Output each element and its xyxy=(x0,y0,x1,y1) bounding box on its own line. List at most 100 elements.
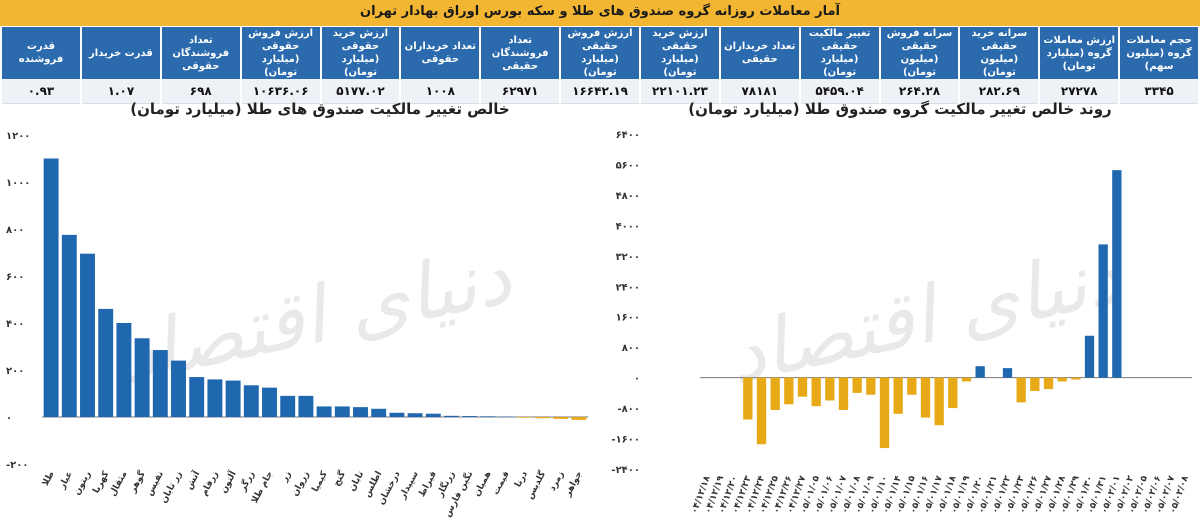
page-title: آمار معاملات روزانه گروه صندوق های طلا و… xyxy=(359,4,841,19)
y-tick-label: ۰ xyxy=(6,413,12,424)
y-tick-label: ۳۲۰۰ xyxy=(616,252,640,263)
bar xyxy=(893,377,903,414)
stats-value-row: ۳۳۴۵ ۲۷۲۷۸ ۲۸۲.۶۹ ۲۶۴.۲۸ ۵۴۵۹.۰۴ ۷۸۱۸۱ ۲۲۱۰۱.۲… xyxy=(2,79,1198,104)
bar xyxy=(189,377,205,417)
y-tick-label: -۸۰۰ xyxy=(618,404,640,415)
y-tick-label: ۵۶۰۰ xyxy=(616,160,640,171)
category-label: جواهر xyxy=(563,470,585,499)
bar xyxy=(225,380,241,417)
stats-table: حجم معاملات گروه (میلیون سهم) ارزش معاملا… xyxy=(0,27,1200,104)
category-label: زرگر xyxy=(236,469,257,494)
bar xyxy=(444,415,459,417)
bar xyxy=(171,360,186,417)
bar xyxy=(770,377,780,410)
bar xyxy=(152,350,168,417)
category-label: همیان xyxy=(472,470,494,499)
category-label: تابان xyxy=(347,470,366,493)
stats-value-cell: ۱۶۶۴۲.۱۹ xyxy=(561,79,639,104)
bar xyxy=(1112,170,1122,378)
bar xyxy=(920,377,931,418)
stats-value-cell: ۶۹۸ xyxy=(161,79,240,104)
stats-header-cell: سرانه خرید حقیقی (میلیون تومان) xyxy=(960,27,1039,79)
bar xyxy=(316,406,332,417)
bar xyxy=(975,366,985,378)
bar xyxy=(61,234,77,417)
bar xyxy=(353,407,368,417)
stats-value-cell: ۱۰۰۸ xyxy=(401,79,480,104)
bar xyxy=(334,406,350,417)
stats-header-cell: تعداد فروشندگان حقیقی xyxy=(481,27,560,79)
bar xyxy=(571,417,587,420)
bar xyxy=(1057,377,1067,382)
y-tick-label: ۲۰۰ xyxy=(6,366,24,377)
watermark: دنیای اقتصاد xyxy=(720,231,1128,402)
stats-header-cell: قدرت خریدار xyxy=(81,27,160,79)
category-label: عیار xyxy=(57,470,75,492)
bar xyxy=(535,417,550,419)
y-tick-label: ۲۴۰۰ xyxy=(616,282,640,293)
y-tick-label: -۱۶۰۰ xyxy=(611,435,640,446)
bar xyxy=(553,417,569,419)
bar xyxy=(1071,377,1081,380)
bar xyxy=(407,413,423,417)
right-bar-chart: دنیای اقتصاد -۲۴۰۰ -۱۶۰۰ -۸۰۰ ۰ ۸۰۰ ۱۶۰۰ ۲۴۰۰ ۳۲… xyxy=(611,130,1192,515)
stats-value-cell: ۲۷۲۷۸ xyxy=(1040,79,1119,104)
category-label: زروان xyxy=(290,470,311,498)
stats-header-cell: ارزش خرید حقوقی (میلیارد تومان) xyxy=(321,27,400,79)
category-label: زمرد xyxy=(548,470,567,493)
y-tick-label: -۲۴۰۰ xyxy=(611,465,640,476)
stats-header-cell: قدرت فروشنده xyxy=(2,27,80,79)
stats-value-cell: ۲۲۱۰۱.۲۳ xyxy=(640,79,719,104)
category-label: قیمت xyxy=(491,470,512,497)
stats-header-row: حجم معاملات گروه (میلیون سهم) ارزش معاملا… xyxy=(2,27,1198,79)
stats-header-cell: ارزش فروش حقیقی (میلیارد تومان) xyxy=(561,27,639,79)
bar xyxy=(1030,377,1040,391)
bar xyxy=(756,377,767,445)
y-tick-label: ۱۰۰۰ xyxy=(6,178,30,189)
bar xyxy=(1084,335,1095,378)
stats-value-cell: ۱.۰۷ xyxy=(81,79,160,104)
left-chart-title: خالص تغییر مالکیت صندوق های طلا (میلیارد… xyxy=(130,100,510,118)
bar xyxy=(907,377,917,395)
bar xyxy=(1016,377,1026,403)
y-tick-label: ۱۲۰۰ xyxy=(6,131,30,142)
bar xyxy=(516,417,532,418)
category-label: زر xyxy=(279,470,293,485)
bar xyxy=(116,323,132,417)
bar xyxy=(811,377,821,407)
y-tick-label: ۶۰۰ xyxy=(6,272,24,283)
y-tick-label: ۸۰۰ xyxy=(622,343,640,354)
header-bar: آمار معاملات روزانه گروه صندوق های طلا و… xyxy=(0,0,1200,26)
y-tick-label: ۶۴۰۰ xyxy=(616,130,640,141)
bar xyxy=(207,379,223,417)
category-label: کیمیا xyxy=(311,469,331,494)
stats-value-cell: ۱۰۶۳۶.۰۶ xyxy=(241,79,320,104)
bar xyxy=(243,385,259,417)
bar xyxy=(389,412,405,417)
bar xyxy=(825,377,835,401)
bar xyxy=(425,413,441,417)
stats-header-cell: ارزش معاملات گروه (میلیارد تومان) xyxy=(1040,27,1119,79)
category-label: طلا xyxy=(41,470,57,488)
bar xyxy=(280,395,296,417)
y-tick-label: -۲۰۰ xyxy=(6,460,28,471)
category-label: زرفام xyxy=(199,470,220,498)
bar xyxy=(934,377,944,426)
y-tick-label: ۱۶۰۰ xyxy=(616,313,640,324)
stats-value-cell: ۵۱۷۷.۰۲ xyxy=(321,79,400,104)
bar xyxy=(98,308,114,417)
y-tick-label: ۴۰۰۰ xyxy=(616,221,640,232)
y-tick-label: ۸۰۰ xyxy=(6,225,24,236)
bar xyxy=(948,377,958,409)
category-label: آلتون xyxy=(217,468,239,495)
bar xyxy=(371,408,387,417)
bar xyxy=(784,377,794,405)
stats-header-cell: تغییر مالکیت حقیقی (میلیارد تومان) xyxy=(800,27,879,79)
stats-value-cell: ۲۸۲.۶۹ xyxy=(960,79,1039,104)
stats-value-cell: ۲۶۴.۲۸ xyxy=(880,79,959,104)
left-bar-chart: دنیای اقتصاد-۲۰۰۰۲۰۰۴۰۰۶۰۰۸۰۰۱۰۰۰۱۲۰۰طلا… xyxy=(6,131,588,519)
category-label: درنا xyxy=(513,469,530,489)
category-label: ریتون xyxy=(72,470,93,497)
bar xyxy=(80,253,95,417)
bar xyxy=(462,416,478,417)
